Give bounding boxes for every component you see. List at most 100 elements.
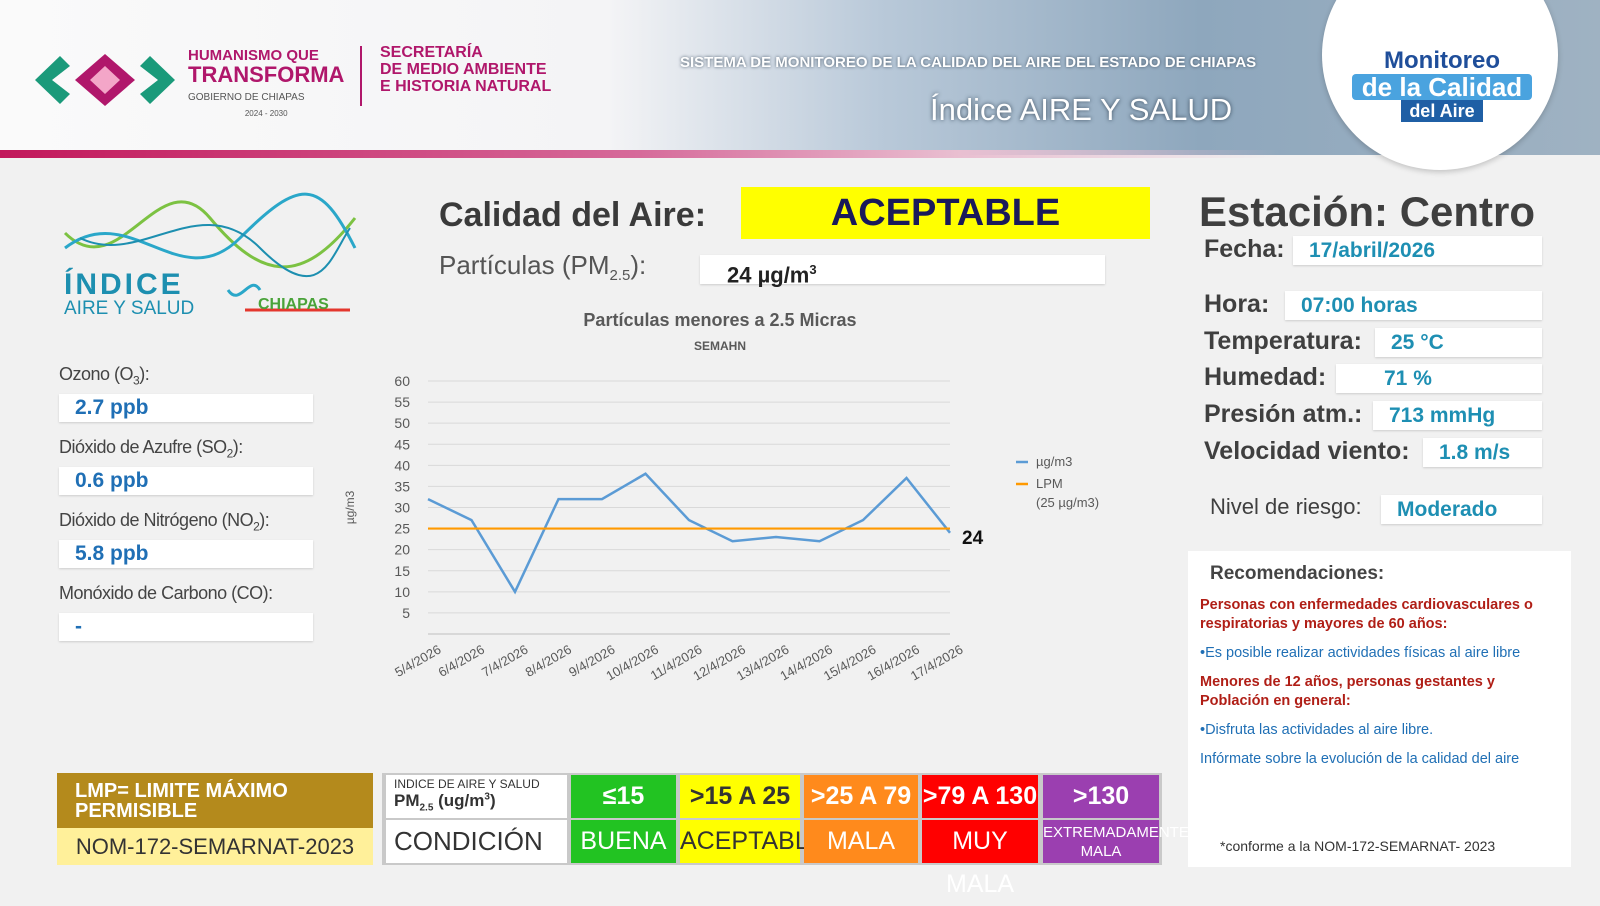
y-axis-label: µg/m3 xyxy=(343,490,357,524)
level-condition: MUY MALA xyxy=(922,820,1038,898)
gov-emblem xyxy=(35,54,175,106)
level-range: >130 xyxy=(1043,775,1159,818)
risk-group: Menores de 12 años, personas gestantes y… xyxy=(1200,674,1495,709)
pollutant-value: - xyxy=(59,613,313,641)
recommendations-title: Recomendaciones: xyxy=(1210,563,1385,584)
pollutant-label-text: Ozono (O xyxy=(59,364,134,384)
logo-line: AIRE Y SALUD xyxy=(64,298,195,319)
risk-group: Personas con enfermedades cardiovascular… xyxy=(1200,597,1533,632)
level-range: >15 A 25 xyxy=(680,775,800,818)
series-line xyxy=(427,472,951,595)
secretaria-text: SECRETARÍA DE MEDIO AMBIENTE E HISTORIA … xyxy=(380,44,551,95)
y-tick-label: 35 xyxy=(394,478,410,494)
pollutant-label: Ozono (O3): xyxy=(59,364,150,388)
station-label: Fecha: xyxy=(1204,235,1285,263)
advice: Infórmate sobre la evolución de la calid… xyxy=(1200,751,1520,767)
pm-text: PM xyxy=(394,791,420,810)
gov-line: GOBIERNO DE CHIAPAS xyxy=(188,92,305,103)
gov-line: HUMANISMO QUE xyxy=(188,47,319,64)
scale-header: INDICE DE AIRE Y SALUD PM2.5 (ug/m3) xyxy=(386,775,567,818)
pollutant-label-end: ): xyxy=(139,364,150,384)
system-title: SISTEMA DE MONITOREO DE LA CALIDAD DEL A… xyxy=(680,54,1257,71)
sec-line: E HISTORIA NATURAL xyxy=(380,78,552,95)
data-label: 24 xyxy=(962,528,984,549)
level-condition: EXTREMADAMENTE MALA xyxy=(1043,820,1189,863)
sec-line: DE MEDIO AMBIENTE xyxy=(380,61,547,78)
advice: •Es posible realizar actividades físicas… xyxy=(1200,645,1521,661)
y-tick-label: 25 xyxy=(394,521,410,537)
badge-line: Monitoreo xyxy=(1384,47,1500,74)
advice: •Disfruta las actividades al aire libre. xyxy=(1200,722,1434,738)
pm-value-sup: 3 xyxy=(809,262,817,277)
pollutant-label-sub: 2 xyxy=(226,446,234,461)
pollutant-label: Dióxido de Azufre (SO2): xyxy=(59,437,243,461)
pollutant-label-sub: 3 xyxy=(133,373,140,388)
index-title: Índice AIRE Y SALUD xyxy=(930,92,1233,127)
level-condition: ACEPTABLE xyxy=(680,820,825,863)
scale-header-pm: PM2.5 (ug/m3) xyxy=(394,791,559,813)
station-value: 07:00 horas xyxy=(1285,291,1542,320)
station-label: Nivel de riesgo: xyxy=(1210,494,1362,519)
logo-line: ÍNDICE xyxy=(64,268,184,301)
pollutant-value: 2.7 ppb xyxy=(59,394,313,422)
pollutant-label: Dióxido de Nitrógeno (NO2): xyxy=(59,510,270,534)
badge-text: Monitoreo de la Calidad del Aire xyxy=(1352,48,1532,126)
station-label: Hora: xyxy=(1204,290,1270,318)
station-value: 25 °C xyxy=(1375,328,1542,357)
pollutant-label-text: Dióxido de Nitrógeno (NO xyxy=(59,510,254,530)
chart: Partículas menores a 2.5 Micras SEMAHN µg/… xyxy=(343,310,1099,684)
pollutant-value: 5.8 ppb xyxy=(59,540,313,568)
index-logo xyxy=(63,192,357,312)
logo-line: CHIAPAS xyxy=(258,296,329,313)
legend-note: (25 µg/m3) xyxy=(1036,495,1099,510)
pm-value-text: 24 µg/m xyxy=(727,262,810,288)
pm-sub: 2.5 xyxy=(419,802,434,814)
station-value: Moderado xyxy=(1381,495,1542,524)
recommendations-note: *conforme a la NOM-172-SEMARNAT- 2023 xyxy=(1220,838,1496,854)
badge-line: de la Calidad xyxy=(1352,74,1532,100)
pollutant-value: 0.6 ppb xyxy=(59,467,313,495)
level-range: >25 A 79 xyxy=(804,775,918,818)
badge-line: del Aire xyxy=(1401,100,1483,122)
level-range: ≤15 xyxy=(571,775,676,818)
lmp-norm: NOM-172-SEMARNAT-2023 xyxy=(57,828,373,865)
y-tick-label: 40 xyxy=(394,457,410,473)
gov-years: 2024 - 2030 xyxy=(244,109,288,118)
quality-label: Calidad del Aire: xyxy=(439,196,707,234)
legend-label: µg/m3 xyxy=(1036,454,1072,469)
station-label: Humedad: xyxy=(1204,363,1327,391)
station-value: 71 % xyxy=(1336,364,1542,393)
y-tick-label: 45 xyxy=(394,436,410,452)
pollutant-label-end: ): xyxy=(232,437,244,457)
pm-label-sub: 2.5 xyxy=(609,267,631,285)
pollutant-label-text: Monóxido de Carbono (CO): xyxy=(59,583,273,603)
pm-value: 24 µg/m3 xyxy=(700,255,1105,288)
divider xyxy=(360,46,362,106)
pm-label: Partículas (PM2.5): xyxy=(439,250,646,284)
y-tick-label: 60 xyxy=(394,373,410,389)
recommendations-list: Personas con enfermedades cardiovascular… xyxy=(1200,596,1540,779)
x-tick-label: 8/4/2026 xyxy=(523,642,574,680)
pm-end: ) xyxy=(489,791,496,810)
station-value: 17/abril/2026 xyxy=(1293,236,1542,265)
station-label: Velocidad viento: xyxy=(1204,437,1410,465)
y-tick-label: 10 xyxy=(394,584,410,600)
chart-subtitle: SEMAHN xyxy=(694,339,746,353)
y-tick-label: 15 xyxy=(394,563,410,579)
y-tick-label: 30 xyxy=(394,500,410,516)
header-stripe xyxy=(0,150,1600,158)
level-condition: BUENA xyxy=(571,820,676,863)
level-range: >79 A 130 xyxy=(922,775,1038,818)
pollutant-label: Monóxido de Carbono (CO): xyxy=(59,583,273,604)
station-value: 713 mmHg xyxy=(1373,401,1542,430)
station-value: 1.8 m/s xyxy=(1423,438,1542,467)
y-tick-label: 50 xyxy=(394,415,410,431)
condition-label: CONDICIÓN xyxy=(386,820,567,863)
gov-text: HUMANISMO QUE TRANSFORMA GOBIERNO DE CHI… xyxy=(188,48,344,122)
lmp-title: LMP= LIMITE MÁXIMO PERMISIBLE xyxy=(57,773,373,828)
y-tick-label: 55 xyxy=(394,394,410,410)
chart-title: Partículas menores a 2.5 Micras xyxy=(583,310,856,330)
level-condition: MALA xyxy=(804,820,918,863)
recommendations-panel xyxy=(1188,551,1571,867)
